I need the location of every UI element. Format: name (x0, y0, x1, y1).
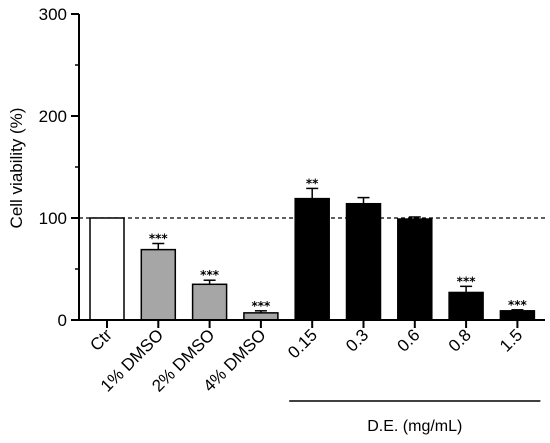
bar-1 (89, 217, 125, 321)
plot-area: ***************** (79, 176, 545, 321)
concentration-group: D.E. (mg/mL) (289, 400, 541, 435)
x-tick-label: 1.5 (496, 325, 526, 355)
significance-label: *** (457, 274, 477, 288)
y-axis-title: Cell viability (%) (7, 108, 26, 229)
bar-7 (397, 218, 433, 321)
bar-5 (294, 197, 330, 321)
x-tick-label: Ctr (86, 325, 116, 355)
bar-2 (140, 248, 177, 321)
bar-4 (243, 312, 279, 321)
x-tick-label: 0.3 (342, 325, 372, 355)
significance-label: ** (306, 176, 319, 190)
bar-3 (191, 283, 228, 321)
significance-label: *** (251, 299, 271, 313)
x-tick-label: 0.8 (445, 325, 475, 355)
y-tick-label: 300 (39, 5, 67, 24)
significance-label: *** (149, 232, 169, 246)
y-tick-label: 0 (58, 311, 67, 330)
y-axis: 0 100 200 300 (39, 5, 80, 330)
significance-label: *** (200, 268, 220, 282)
bar-6 (345, 202, 382, 321)
group-label: D.E. (mg/mL) (367, 418, 462, 435)
y-tick-label: 200 (39, 107, 67, 126)
y-tick-label: 100 (39, 209, 67, 228)
bar-8 (448, 291, 484, 321)
bar-9 (499, 310, 536, 321)
x-tick-label: 0.6 (393, 325, 423, 355)
x-tick-label: 0.15 (284, 325, 321, 362)
significance-label: *** (508, 298, 528, 312)
